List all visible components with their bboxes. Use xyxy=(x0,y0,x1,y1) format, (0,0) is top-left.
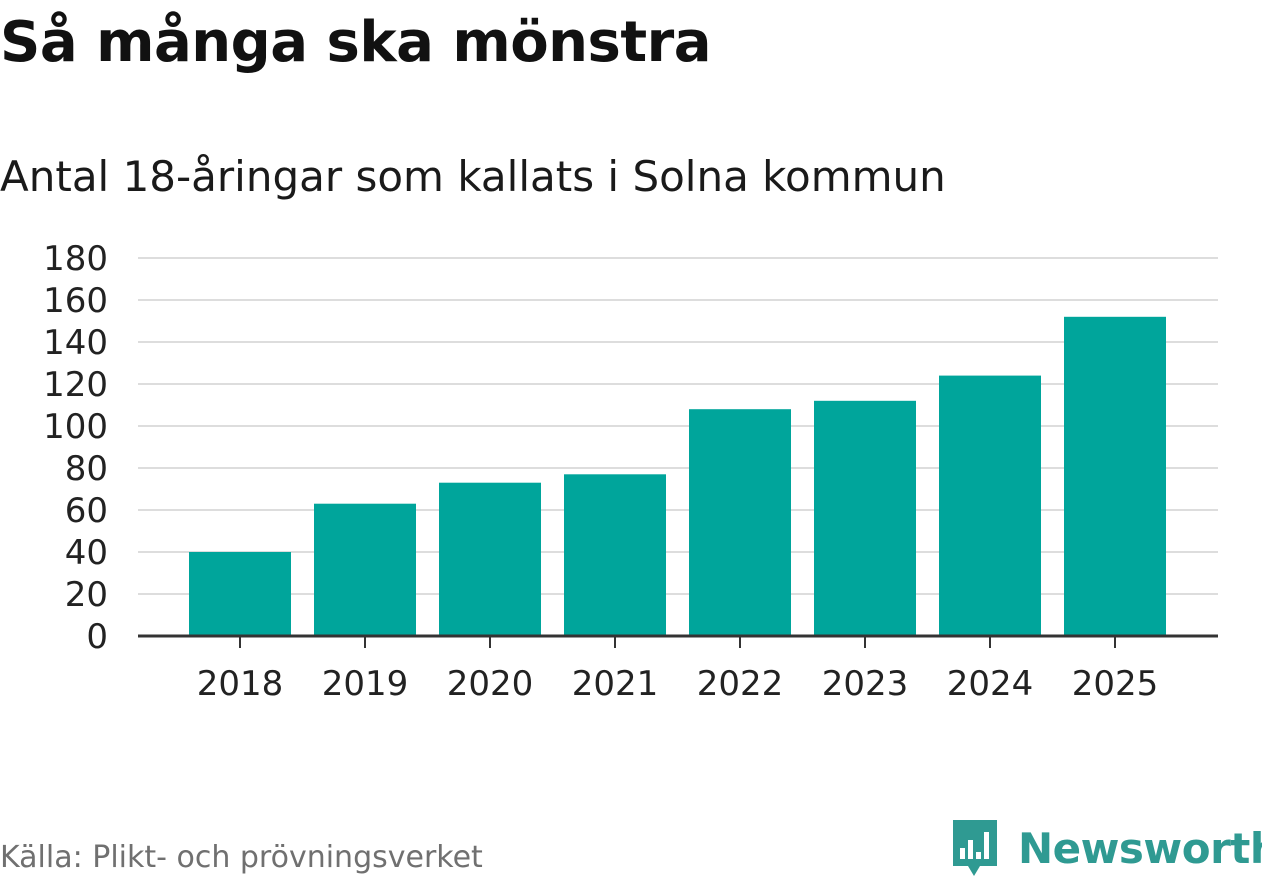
y-tick-label: 180 xyxy=(43,239,108,279)
x-axis xyxy=(138,634,1218,648)
bars xyxy=(189,316,1166,636)
y-tick-label: 80 xyxy=(65,449,108,489)
bar-2019 xyxy=(314,503,416,636)
newsworthy-logo[interactable]: Newsworthy xyxy=(950,818,1262,878)
bar-2021 xyxy=(564,474,666,636)
x-tick-label: 2023 xyxy=(822,664,909,704)
x-tick-label: 2019 xyxy=(322,664,409,704)
y-tick-label: 100 xyxy=(43,407,108,447)
x-tick-label: 2024 xyxy=(947,664,1034,704)
x-tick-label: 2018 xyxy=(197,664,284,704)
x-tick-label: 2021 xyxy=(572,664,659,704)
y-tick-label: 20 xyxy=(65,575,108,615)
x-tick-label: 2020 xyxy=(447,664,534,704)
chart-title: Så många ska mönstra xyxy=(0,10,712,75)
y-tick-label: 160 xyxy=(43,281,108,321)
bar-2022 xyxy=(689,409,791,636)
y-tick-label: 0 xyxy=(86,617,108,657)
x-tick-label: 2022 xyxy=(697,664,784,704)
y-tick-label: 120 xyxy=(43,365,108,405)
y-tick-label: 60 xyxy=(65,491,108,531)
source-note: Källa: Plikt- och prövningsverket xyxy=(0,840,483,875)
bar-2018 xyxy=(189,552,291,636)
y-tick-label: 140 xyxy=(43,323,108,363)
bar-2024 xyxy=(939,375,1041,636)
chart-subtitle: Antal 18-åringar som kallats i Solna kom… xyxy=(0,152,946,201)
bar-chart-speech-bubble-icon xyxy=(953,820,997,876)
x-tick-label: 2025 xyxy=(1072,664,1159,704)
y-tick-label: 40 xyxy=(65,533,108,573)
grid-lines xyxy=(138,257,1218,595)
bar-2023 xyxy=(814,400,916,636)
x-axis-ticks: 2018 2019 2020 2021 2022 2023 2024 2025 xyxy=(197,664,1159,704)
brand-name: Newsworthy xyxy=(1018,823,1262,873)
bar-2025 xyxy=(1064,316,1166,636)
bar-2020 xyxy=(439,482,541,636)
